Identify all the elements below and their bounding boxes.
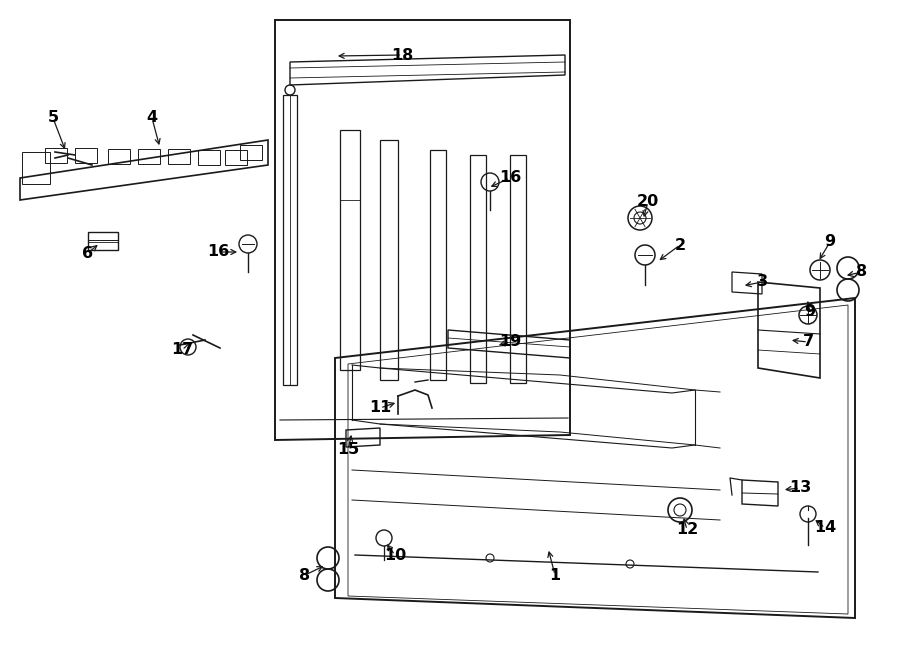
Text: 7: 7 xyxy=(803,334,814,350)
Bar xyxy=(510,155,526,383)
Bar xyxy=(198,150,220,164)
Bar xyxy=(470,155,486,383)
Text: 2: 2 xyxy=(674,238,686,252)
Text: 1: 1 xyxy=(549,567,561,583)
Text: 4: 4 xyxy=(147,111,158,126)
Text: 14: 14 xyxy=(814,520,836,536)
Bar xyxy=(240,145,262,160)
Text: 16: 16 xyxy=(499,171,521,185)
Bar xyxy=(138,149,160,164)
Text: 11: 11 xyxy=(369,401,392,416)
Text: 20: 20 xyxy=(637,195,659,209)
Text: 6: 6 xyxy=(83,246,94,261)
Text: 18: 18 xyxy=(391,48,413,62)
Text: 19: 19 xyxy=(499,334,521,350)
Text: 3: 3 xyxy=(756,275,768,289)
Text: 5: 5 xyxy=(48,111,58,126)
Text: 9: 9 xyxy=(824,234,835,250)
Bar xyxy=(108,148,130,164)
Text: 17: 17 xyxy=(171,342,194,357)
Bar xyxy=(380,140,398,380)
Circle shape xyxy=(800,506,816,522)
Text: 13: 13 xyxy=(789,481,811,495)
Text: 9: 9 xyxy=(805,305,815,320)
Text: 8: 8 xyxy=(300,567,310,583)
Bar xyxy=(75,148,97,164)
Bar xyxy=(45,148,67,163)
Text: 12: 12 xyxy=(676,522,698,538)
Bar xyxy=(22,152,50,184)
Bar xyxy=(340,130,360,370)
Text: 8: 8 xyxy=(857,265,868,279)
Text: 15: 15 xyxy=(337,442,359,457)
Text: 10: 10 xyxy=(384,547,406,563)
Text: 16: 16 xyxy=(207,244,230,260)
Bar xyxy=(225,150,247,165)
Bar xyxy=(168,149,190,164)
Bar xyxy=(430,150,446,380)
Bar xyxy=(283,95,297,385)
